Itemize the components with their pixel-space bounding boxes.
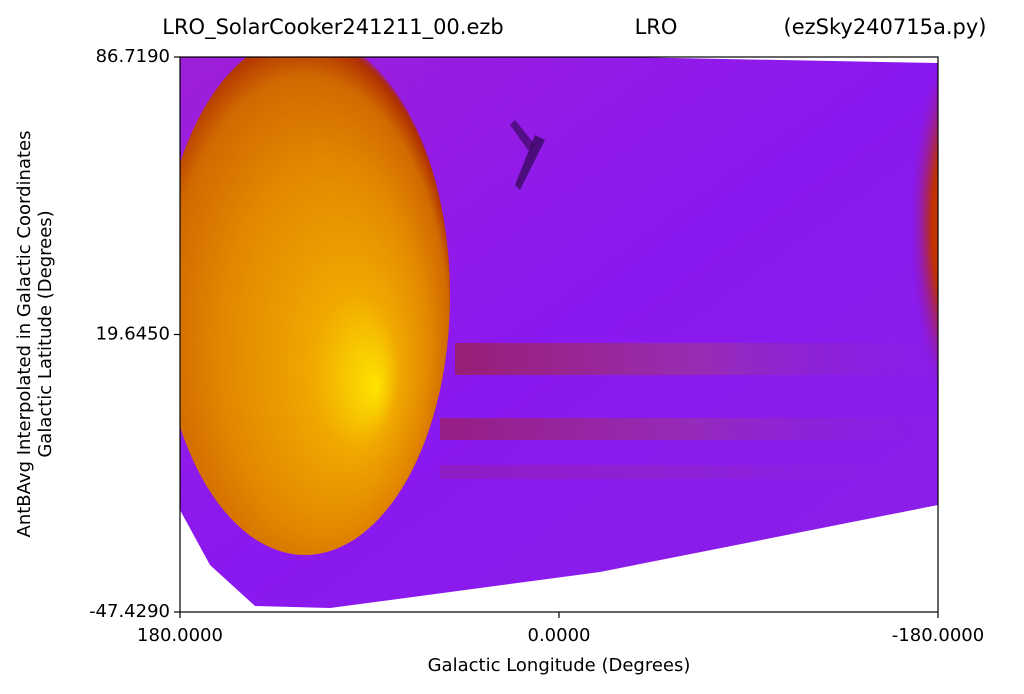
chart-title: (ezSky240715a.py) (784, 15, 987, 39)
y-tick-label: 19.6450 (96, 324, 170, 345)
chart-title: LRO_SolarCooker241211_00.ezb (162, 15, 504, 40)
x-tick-label: -180.0000 (892, 625, 984, 646)
x-axis-label: Galactic Longitude (Degrees) (428, 655, 691, 676)
y-tick-label: 86.7190 (96, 46, 170, 67)
y-axis-label: AntBAvg Interpolated in Galactic Coordin… (14, 131, 35, 538)
x-tick-label: 180.0000 (137, 625, 223, 646)
y-axis-label: Galactic Latitude (Degrees) (35, 210, 56, 457)
chart-title: LRO (635, 15, 678, 39)
heatmap-image (180, 57, 938, 608)
x-tick-label: 0.0000 (528, 625, 591, 646)
y-tick-label: -47.4290 (89, 601, 170, 622)
